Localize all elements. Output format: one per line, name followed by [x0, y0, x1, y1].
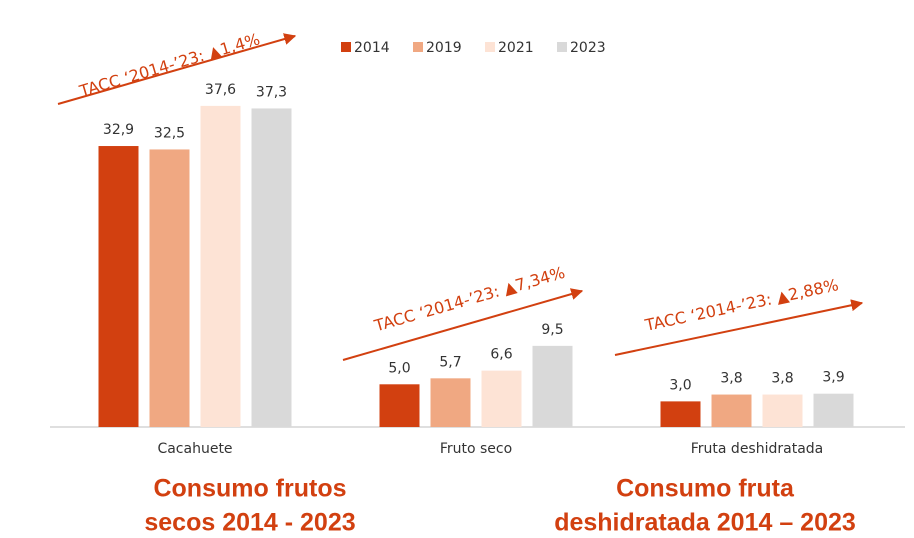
bar — [98, 146, 139, 427]
bar — [481, 370, 522, 427]
data-label: 5,0 — [388, 360, 410, 376]
trend-arrow — [614, 299, 864, 356]
bar — [149, 149, 190, 427]
data-label: 32,5 — [154, 125, 185, 141]
bar — [430, 378, 471, 427]
data-label: 3,8 — [771, 371, 793, 387]
data-label: 9,5 — [541, 322, 563, 338]
bar — [762, 394, 803, 427]
legend-label: 2019 — [426, 40, 462, 56]
bar — [532, 345, 573, 427]
legend-swatch — [413, 42, 423, 52]
trend-arrow — [57, 33, 297, 105]
legend-label: 2014 — [354, 40, 390, 56]
trend-arrow — [342, 288, 584, 361]
legend-swatch — [557, 42, 567, 52]
data-label: 37,3 — [256, 84, 287, 100]
data-label: 5,7 — [439, 354, 461, 370]
legend-label: 2023 — [570, 40, 606, 56]
x-tick-label: Fruta deshidratada — [691, 441, 824, 457]
footer-title: Consumo fruta — [616, 475, 795, 503]
bar — [711, 394, 752, 427]
legend-swatch — [341, 42, 351, 52]
bar — [379, 384, 420, 427]
x-tick-label: Cacahuete — [157, 441, 232, 457]
footer-title: secos 2014 - 2023 — [144, 509, 355, 537]
data-label: 3,0 — [669, 377, 691, 393]
legend-label: 2021 — [498, 40, 534, 56]
bar — [813, 393, 854, 427]
data-label: 3,9 — [822, 370, 844, 386]
footer-title: deshidratada 2014 – 2023 — [554, 509, 856, 537]
data-label: 32,9 — [103, 122, 134, 138]
x-tick-label: Fruto seco — [440, 441, 512, 457]
data-label: 37,6 — [205, 82, 236, 98]
data-label: 6,6 — [490, 347, 512, 363]
annotation: TACC ‘2014-’23: ▲2,88% — [642, 275, 840, 335]
data-label: 3,8 — [720, 371, 742, 387]
bar — [660, 401, 701, 427]
bar — [200, 105, 241, 428]
annotation: TACC ‘2014-’23: ▲7,34% — [371, 263, 567, 336]
footer-title: Consumo frutos — [153, 475, 346, 503]
legend-swatch — [485, 42, 495, 52]
bar — [251, 108, 292, 427]
